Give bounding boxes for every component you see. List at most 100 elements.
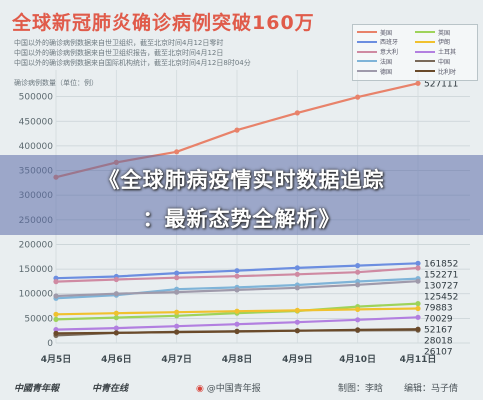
data-point — [174, 270, 180, 276]
data-label: 70029 — [424, 314, 453, 324]
data-point — [294, 285, 300, 291]
data-label: 26107 — [424, 347, 453, 357]
weibo-handle: @中国青年报 — [206, 384, 261, 394]
x-tick-label: 4月8日 — [222, 354, 253, 365]
data-label: 130727 — [424, 281, 458, 291]
data-point — [355, 269, 361, 275]
data-point — [53, 279, 59, 285]
subtitle-line: 中国以外的确诊病例数据来自世卫组织，截至北京时间4月12日零时 — [14, 39, 224, 47]
legend-item: 意大利 — [357, 48, 415, 56]
data-point — [53, 327, 59, 333]
x-tick-label: 4月10日 — [339, 354, 376, 365]
y-tick-label: 500000 — [19, 93, 54, 103]
data-point — [415, 301, 421, 307]
data-point — [294, 265, 300, 271]
y-tick-label: 200000 — [19, 240, 54, 250]
legend-label: 英国 — [438, 29, 451, 37]
data-point — [53, 330, 59, 336]
data-point — [113, 276, 119, 283]
data-point — [294, 328, 300, 334]
chart-title: 全球新冠肺炎确诊病例突破160万 — [12, 12, 315, 34]
data-point — [113, 291, 119, 297]
legend-swatch — [357, 31, 377, 33]
data-label: 152271 — [424, 270, 458, 280]
data-point — [174, 323, 180, 329]
data-point — [174, 289, 180, 295]
data-point — [113, 330, 119, 336]
cyol-logo: 中青在线 — [92, 383, 129, 394]
legend-swatch — [415, 50, 435, 53]
y-tick-label: 100000 — [19, 290, 54, 300]
legend-label: 法国 — [380, 58, 393, 66]
legend-swatch — [415, 70, 435, 73]
data-point — [415, 305, 421, 312]
data-point — [174, 309, 180, 315]
data-point — [355, 317, 361, 323]
maker-credit: 制图：李晗 — [338, 384, 384, 394]
title-banner — [0, 155, 483, 235]
data-point — [294, 319, 300, 325]
legend-label: 西班牙 — [380, 39, 399, 47]
data-point — [415, 326, 421, 332]
legend-swatch — [415, 40, 435, 43]
data-point — [355, 306, 361, 312]
data-point — [415, 260, 421, 266]
x-tick-label: 4月5日 — [41, 354, 72, 365]
banner-headline-line2: ：最新态势全解析》 — [142, 207, 341, 231]
editor-credit: 编辑：马子倩 — [404, 384, 459, 394]
data-point — [53, 293, 59, 299]
data-point — [53, 311, 59, 317]
legend-swatch — [357, 50, 377, 53]
legend-item: 比利时 — [415, 67, 473, 76]
y-tick-label: 150000 — [19, 265, 54, 275]
x-tick-label: 4月7日 — [161, 354, 192, 365]
footer: 中國青年報 中青在线 ◉ @中国青年报 制图：李晗 编辑：马子倩 — [0, 374, 483, 400]
weibo-icon: ◉ — [196, 384, 204, 394]
legend-swatch — [357, 40, 377, 43]
legend-item: 德国 — [357, 67, 415, 76]
data-point — [113, 315, 119, 321]
data-label: 79883 — [424, 303, 453, 313]
x-tick-label: 4月11日 — [400, 354, 437, 365]
legend-label: 比利时 — [438, 68, 457, 76]
data-label: 527111 — [424, 79, 458, 89]
chart-legend: 美国 英国西班牙 伊朗意大利 土耳其法国 中国德国 比利时 — [352, 24, 478, 81]
legend-label: 德国 — [380, 68, 393, 76]
data-label: 28018 — [424, 336, 453, 346]
legend-swatch — [415, 31, 435, 33]
y-tick-label: 450000 — [19, 117, 54, 127]
legend-label: 美国 — [380, 29, 393, 37]
data-point — [234, 328, 240, 335]
data-point — [355, 94, 361, 100]
data-label: 125452 — [424, 292, 458, 302]
data-point — [355, 263, 361, 269]
legend-label: 土耳其 — [438, 49, 457, 57]
legend-swatch — [357, 70, 377, 73]
data-point — [415, 80, 421, 86]
data-point — [53, 316, 59, 322]
data-point — [355, 282, 361, 288]
subtitle-line: 中国以外的确诊病例数据来自国际机构统计，截至北京时间4月12日8时04分 — [14, 59, 251, 67]
data-point — [294, 271, 300, 277]
china-youth-daily-logo: 中國青年報 — [14, 383, 60, 394]
data-point — [174, 313, 180, 319]
data-point — [415, 265, 421, 271]
subtitle-line: 中国以外的确诊病例数据来自世卫组织报告，截至北京时间4月12日 — [14, 49, 224, 57]
y-tick-label: 400000 — [19, 142, 54, 152]
data-point — [234, 273, 240, 279]
data-point — [234, 287, 240, 293]
legend-item: 英国 — [415, 28, 473, 37]
data-point — [234, 321, 240, 327]
legend-swatch — [415, 60, 435, 63]
legend-swatch — [357, 60, 377, 63]
data-point — [415, 278, 421, 284]
chart-subtitle: 中国以外的确诊病例数据来自世卫组织，截至北京时间4月12日零时 中国以外的确诊病… — [14, 38, 339, 68]
legend-item: 伊朗 — [415, 38, 473, 46]
legend-label: 意大利 — [380, 49, 399, 57]
data-label: 161852 — [424, 259, 458, 269]
data-point — [234, 308, 240, 314]
legend-label: 中国 — [438, 58, 451, 66]
data-point — [174, 149, 180, 155]
data-point — [113, 310, 119, 316]
